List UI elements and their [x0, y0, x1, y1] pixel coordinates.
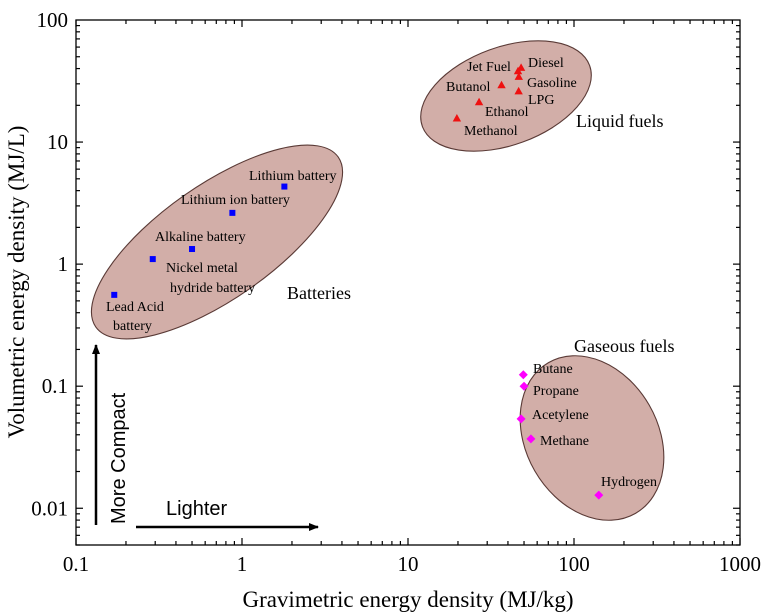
- point-nickel-metal-hydride-battery: [149, 256, 156, 263]
- axis-ticks: [75, 20, 741, 546]
- ellipse-gaseous-fuels: [519, 355, 665, 521]
- x-tick-label: 0.1: [63, 552, 89, 576]
- ellipse-batteries: [90, 144, 344, 340]
- point-lithium-ion-battery: [229, 209, 236, 216]
- label-lithium-battery: Lithium battery: [249, 169, 336, 184]
- y-tick-label: 0.01: [31, 496, 68, 520]
- label-methane: Methane: [540, 434, 589, 449]
- label-alkaline-battery: Alkaline battery: [155, 230, 246, 245]
- group-label-batteries: Batteries: [287, 283, 351, 303]
- point-propane: [519, 381, 529, 391]
- label-lithium-ion-battery: Lithium ion battery: [181, 193, 290, 208]
- label-lpg: LPG: [528, 93, 554, 108]
- point-gasoline: [514, 72, 523, 80]
- tick-labels: 0.1 1 10 100 1000 0.01 0.1 1 10 100: [31, 8, 761, 576]
- point-lpg: [514, 86, 523, 95]
- group-labels: Batteries Liquid fuels Gaseous fuels: [287, 111, 674, 356]
- point-methanol: [452, 113, 462, 122]
- y-tick-label: 100: [37, 8, 69, 32]
- label-butane: Butane: [533, 362, 573, 377]
- x-tick-label: 1000: [719, 552, 761, 576]
- ellipse-liquid-fuels: [420, 40, 592, 152]
- group-label-liquid-fuels: Liquid fuels: [576, 111, 664, 131]
- point-diesel: [516, 63, 526, 71]
- group-label-gaseous-fuels: Gaseous fuels: [574, 336, 674, 356]
- label-lead-acid-battery: Lead Acid battery: [106, 300, 164, 334]
- label-butanol: Butanol: [446, 80, 490, 95]
- label-hydrogen: Hydrogen: [601, 475, 657, 490]
- x-axis-title: Gravimetric energy density (MJ/kg): [242, 587, 573, 612]
- label-gasoline: Gasoline: [527, 76, 577, 91]
- y-tick-label: 10: [47, 130, 68, 154]
- direction-annotations: Lighter More Compact: [92, 344, 319, 531]
- y-tick-label: 1: [58, 252, 69, 276]
- data-points: [111, 63, 604, 500]
- point-alkaline-battery: [189, 246, 196, 253]
- label-nickel-metal-hydride-battery: Nickel metal hydride battery: [166, 261, 255, 296]
- label-acetylene: Acetylene: [532, 408, 589, 423]
- label-jet-fuel: Jet Fuel: [467, 60, 511, 75]
- label-ethanol: Ethanol: [485, 105, 529, 120]
- x-tick-label: 100: [558, 552, 590, 576]
- point-butanol: [497, 80, 506, 89]
- more-compact-label: More Compact: [108, 392, 130, 524]
- point-lithium-battery: [281, 183, 288, 190]
- point-lead-acid-battery: [111, 291, 118, 298]
- point-methane: [526, 434, 536, 444]
- label-propane: Propane: [533, 384, 579, 399]
- label-methanol: Methanol: [464, 124, 518, 139]
- y-tick-label: 0.1: [42, 374, 68, 398]
- label-diesel: Diesel: [528, 56, 564, 71]
- lighter-label: Lighter: [166, 498, 227, 520]
- x-tick-label: 10: [398, 552, 419, 576]
- point-hydrogen: [594, 490, 604, 500]
- group-ellipses: [90, 40, 665, 521]
- x-tick-label: 1: [237, 552, 248, 576]
- point-ethanol: [474, 97, 484, 106]
- y-axis-title: Volumetric energy density (MJ/L): [4, 126, 29, 439]
- point-acetylene: [516, 414, 526, 424]
- point-butane: [518, 370, 528, 380]
